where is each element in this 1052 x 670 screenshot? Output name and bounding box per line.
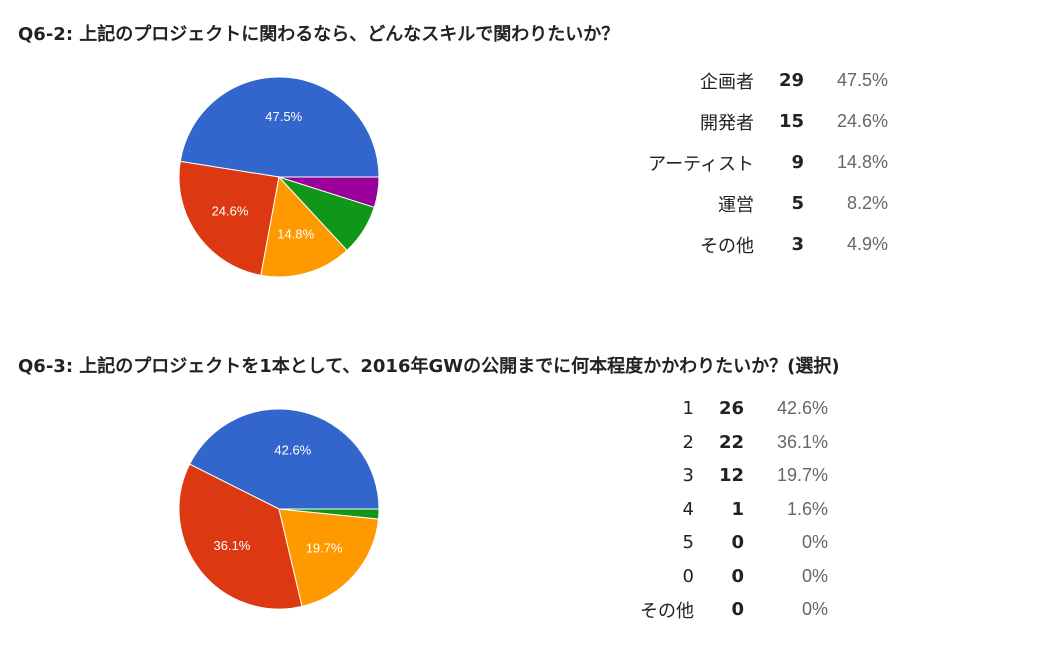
- pie-chart-q6-2: 47.5% 24.6% 14.8%: [178, 76, 380, 278]
- pie-chart-q6-3: 42.6% 36.1% 19.7%: [178, 408, 380, 610]
- row-count: 3: [791, 234, 804, 255]
- table-row: 2 22 36.1%: [628, 426, 828, 460]
- row-count: 0: [731, 565, 744, 587]
- row-percent: 4.9%: [846, 234, 888, 254]
- pie-slice: [179, 76, 380, 178]
- row-percent: 14.8%: [836, 152, 888, 172]
- stats-table-q6-2: 企画者 29 47.5% 開発者 15 24.6% アーティスト 9 14.8%…: [628, 60, 888, 265]
- row-label: その他: [640, 600, 694, 622]
- row-label: 1: [682, 398, 694, 420]
- table-row: 企画者 29 47.5%: [628, 60, 888, 101]
- row-label: 0: [682, 565, 694, 587]
- row-percent: 0%: [801, 565, 828, 586]
- stats-table-q6-3: 1 26 42.6% 2 22 36.1% 3 12 19.7% 4 1 1.6…: [628, 392, 828, 627]
- row-count: 9: [791, 152, 804, 173]
- slice-percent-label: 14.8%: [277, 227, 314, 242]
- row-percent: 47.5%: [836, 70, 888, 90]
- pie-slice: [278, 508, 380, 520]
- table-row: 3 12 19.7%: [628, 459, 828, 493]
- row-label: 開発者: [700, 112, 754, 134]
- table-row: 1 26 42.6%: [628, 392, 828, 426]
- row-label: アーティスト: [648, 153, 754, 175]
- table-row: 運営 5 8.2%: [628, 183, 888, 224]
- table-row: その他 0 0%: [628, 593, 828, 627]
- row-percent: 36.1%: [776, 431, 828, 452]
- pie-slice: [188, 408, 380, 510]
- pie-slice: [278, 508, 380, 607]
- row-count: 26: [718, 398, 744, 420]
- chart-section-q6-2: Q6-2: 上記のプロジェクトに関わるなら、どんなスキルで関わりたいか？ 47.…: [0, 0, 1052, 330]
- table-row: 開発者 15 24.6%: [628, 101, 888, 142]
- row-percent: 24.6%: [836, 111, 888, 131]
- pie-slice: [260, 175, 348, 278]
- slice-percent-label: 36.1%: [214, 538, 251, 553]
- row-label: 5: [682, 532, 694, 554]
- chart-title-q6-2: Q6-2: 上記のプロジェクトに関わるなら、どんなスキルで関わりたいか？: [18, 24, 620, 45]
- slice-percent-label: 19.7%: [306, 541, 343, 556]
- row-percent: 1.6%: [786, 498, 828, 519]
- row-percent: 0%: [801, 532, 828, 553]
- slice-percent-label: 47.5%: [265, 109, 302, 124]
- row-count: 29: [778, 70, 804, 91]
- table-row: 4 1 1.6%: [628, 493, 828, 527]
- row-count: 0: [731, 532, 744, 554]
- table-row: アーティスト 9 14.8%: [628, 142, 888, 183]
- row-percent: 19.7%: [776, 465, 828, 486]
- slice-percent-label: 42.6%: [274, 443, 311, 458]
- table-row: その他 3 4.9%: [628, 224, 888, 265]
- slice-percent-label: 24.6%: [212, 204, 249, 219]
- pie-slice: [278, 176, 380, 208]
- row-count: 5: [791, 193, 804, 214]
- row-count: 1: [731, 498, 744, 520]
- row-label: その他: [700, 235, 754, 257]
- row-label: 3: [682, 465, 694, 487]
- row-percent: 0%: [801, 599, 828, 620]
- row-label: 運営: [718, 194, 754, 216]
- table-row: 5 0 0%: [628, 526, 828, 560]
- pie-slice: [178, 160, 280, 276]
- row-count: 0: [731, 599, 744, 621]
- row-count: 12: [718, 465, 744, 487]
- row-count: 15: [778, 111, 804, 132]
- chart-title-q6-3: Q6-3: 上記のプロジェクトを1本として、2016年GWの公開までに何本程度か…: [18, 356, 840, 377]
- row-percent: 42.6%: [776, 398, 828, 419]
- table-row: 0 0 0%: [628, 560, 828, 594]
- pie-slice: [178, 463, 303, 610]
- chart-section-q6-3: Q6-3: 上記のプロジェクトを1本として、2016年GWの公開までに何本程度か…: [0, 330, 1052, 670]
- row-label: 企画者: [700, 71, 754, 93]
- row-percent: 8.2%: [846, 193, 888, 213]
- row-label: 2: [682, 431, 694, 453]
- row-count: 22: [718, 431, 744, 453]
- row-label: 4: [682, 498, 694, 520]
